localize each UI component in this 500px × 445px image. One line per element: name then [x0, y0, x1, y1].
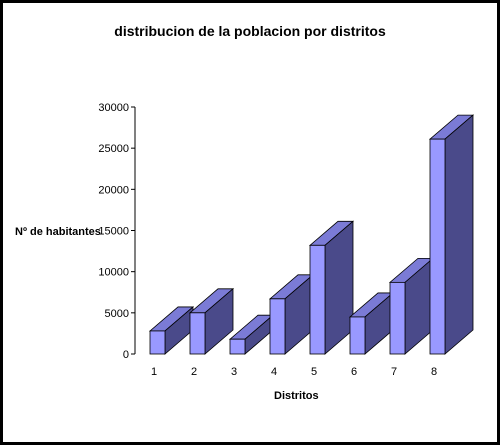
- chart-area: distribucion de la poblacion por distrit…: [3, 3, 497, 442]
- x-tick-label: 5: [311, 366, 317, 378]
- bar: [229, 338, 246, 355]
- y-tick-label: 5000: [105, 308, 129, 320]
- bar: [149, 330, 166, 355]
- y-tick-label: 30000: [98, 102, 129, 114]
- x-tick-label: 7: [391, 366, 397, 378]
- bar: [309, 244, 326, 355]
- bar: [189, 312, 206, 355]
- bar-side-face: [324, 220, 354, 355]
- x-tick-label: 8: [431, 366, 437, 378]
- bar: [349, 316, 366, 355]
- y-axis-label: Nº de habitantes: [15, 226, 101, 238]
- bar: [389, 281, 406, 355]
- bar: [269, 298, 286, 355]
- y-tick-label: 10000: [98, 267, 129, 279]
- x-axis-label: Distritos: [274, 390, 319, 402]
- y-tick-label: 0: [123, 349, 129, 361]
- y-tick-label: 25000: [98, 143, 129, 155]
- y-tick-label: 15000: [98, 226, 129, 238]
- x-tick-label: 6: [351, 366, 357, 378]
- x-tick-label: 4: [271, 366, 277, 378]
- bar: [429, 138, 446, 355]
- x-tick-label: 1: [151, 366, 157, 378]
- bar-chart-plot: 0 5000 10000 15000 20000 25000 30000 1 2 3 4 5 6 7 8: [98, 102, 475, 378]
- x-tick-label: 2: [191, 366, 197, 378]
- x-tick-label: 3: [231, 366, 237, 378]
- chart-title: distribucion de la poblacion por distrit…: [114, 23, 386, 39]
- y-tick-label: 20000: [98, 184, 129, 196]
- bar-side-face: [444, 114, 474, 355]
